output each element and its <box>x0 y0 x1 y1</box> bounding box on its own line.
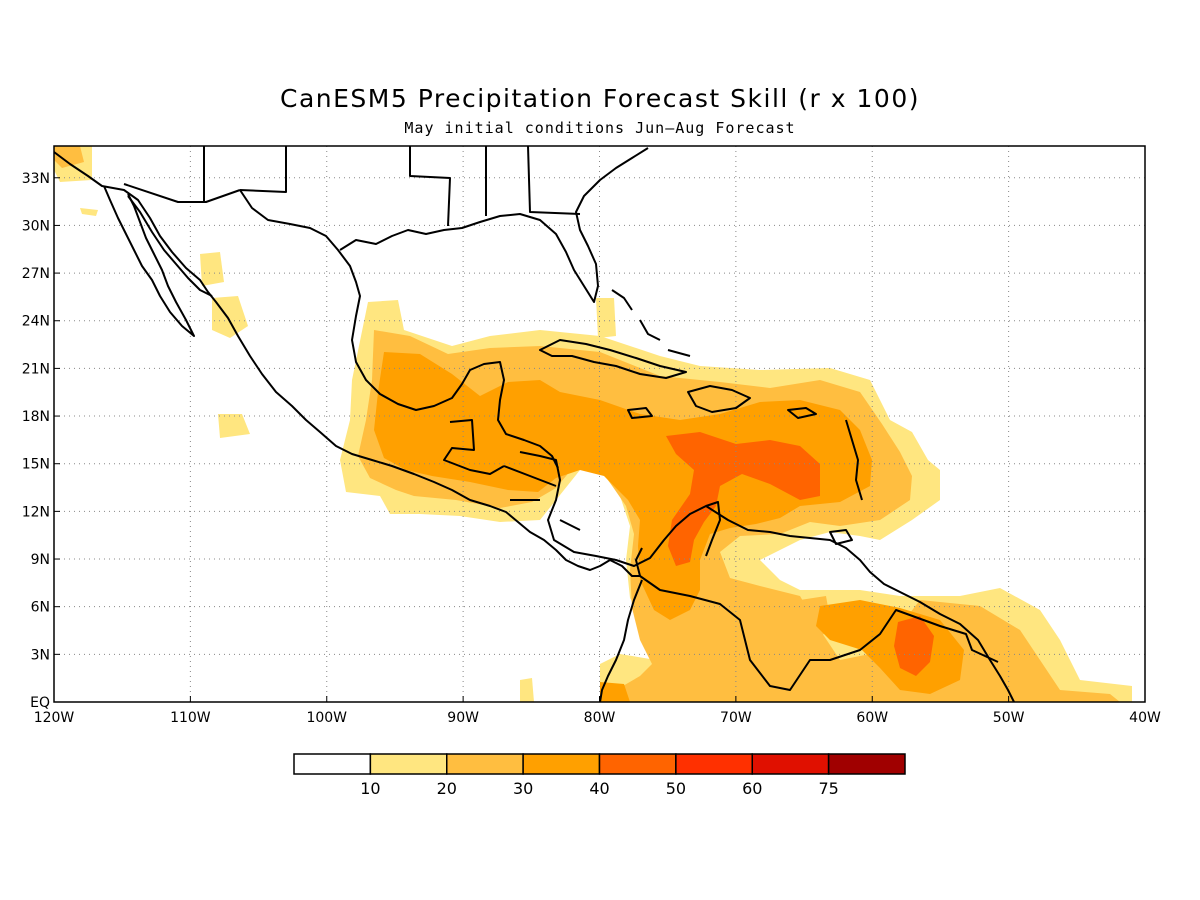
border-us-mexico <box>123 183 241 203</box>
coastline-baja <box>103 185 195 337</box>
coastline-sa-west <box>599 579 643 702</box>
longitude-axis: 120W 110W 100W 90W 80W 70W 60W 50W 40W <box>34 696 1161 726</box>
coastlines <box>54 146 1015 702</box>
colorbar-swatch <box>751 753 830 775</box>
coastline-gulf-california <box>127 195 213 297</box>
colorbar-label: 60 <box>742 779 762 798</box>
border-ca <box>503 465 581 531</box>
lon-tick-label: 120W <box>34 710 75 726</box>
colorbar-swatch <box>827 753 906 775</box>
lon-tick-label: 90W <box>447 710 479 726</box>
map-title: CanESM5 Precipitation Forecast Skill (r … <box>280 84 920 113</box>
lat-tick-label: 9N <box>31 552 50 568</box>
island-hispaniola <box>687 385 751 413</box>
colorbar-swatch <box>522 753 601 775</box>
border-interior <box>203 146 581 227</box>
island-trinidad <box>829 529 853 545</box>
lat-tick-label: 12N <box>22 504 50 520</box>
colorbar-label: 75 <box>818 779 838 798</box>
skill-region-40 <box>894 616 934 676</box>
lat-tick-label: 18N <box>22 409 50 425</box>
lat-tick-label: 33N <box>22 171 50 187</box>
lat-tick-label: 27N <box>22 266 50 282</box>
skill-region-30 <box>600 682 630 702</box>
lon-tick-label: 40W <box>1129 710 1161 726</box>
skill-region-10 <box>80 208 98 216</box>
island-lesser-antilles <box>845 419 863 501</box>
border-sa <box>639 575 999 691</box>
colorbar-label: 20 <box>437 779 457 798</box>
skill-region-40 <box>666 432 820 566</box>
colorbar-label: 30 <box>513 779 533 798</box>
colorbar-label: 50 <box>666 779 686 798</box>
graticule <box>54 146 1145 702</box>
lon-tick-label: 70W <box>720 710 752 726</box>
latitude-axis: EQ 3N 6N 9N 12N 15N 18N 21N 24N 27N 30N 33N <box>22 171 60 711</box>
lat-tick-label: 24N <box>22 314 50 330</box>
skill-region-10 <box>200 252 224 286</box>
colorbar-label: 10 <box>360 779 380 798</box>
lat-tick-label: 21N <box>22 361 50 377</box>
lat-tick-label: 6N <box>31 600 50 616</box>
coastline-us-gulf <box>339 147 649 303</box>
island-puerto-rico <box>787 407 817 419</box>
colorbar-label: 40 <box>589 779 609 798</box>
skill-region-10 <box>596 298 616 338</box>
island-jamaica <box>627 407 653 419</box>
lat-tick-label: 30N <box>22 218 50 234</box>
lat-tick-label: EQ <box>30 695 50 711</box>
coastline-gulf-mexico <box>239 189 559 469</box>
skill-shading <box>54 146 1132 702</box>
skill-region-20 <box>54 146 84 168</box>
coastline-caribbean-ca <box>519 451 721 567</box>
colorbar: 10 20 30 40 50 60 75 <box>293 753 906 798</box>
skill-region-10 <box>212 296 248 338</box>
colorbar-swatch <box>293 753 372 775</box>
coastline-pacific <box>54 151 643 577</box>
island-bahamas <box>611 289 691 357</box>
lon-tick-label: 60W <box>856 710 888 726</box>
lat-tick-label: 3N <box>31 647 50 663</box>
lon-tick-label: 110W <box>170 710 211 726</box>
colorbar-swatch <box>598 753 677 775</box>
colorbar-swatch <box>369 753 448 775</box>
skill-region-10 <box>218 414 250 438</box>
map-subtitle: May initial conditions Jun–Aug Forecast <box>404 119 796 137</box>
skill-region-10 <box>520 678 534 702</box>
island-cuba <box>539 339 687 379</box>
colorbar-swatch <box>446 753 524 775</box>
border-guatemala <box>443 419 505 475</box>
lat-tick-label: 15N <box>22 457 50 473</box>
skill-region-30 <box>816 600 964 694</box>
colorbar-swatch <box>675 753 753 775</box>
lon-tick-label: 80W <box>584 710 616 726</box>
lon-tick-label: 100W <box>306 710 347 726</box>
lon-tick-label: 50W <box>993 710 1025 726</box>
